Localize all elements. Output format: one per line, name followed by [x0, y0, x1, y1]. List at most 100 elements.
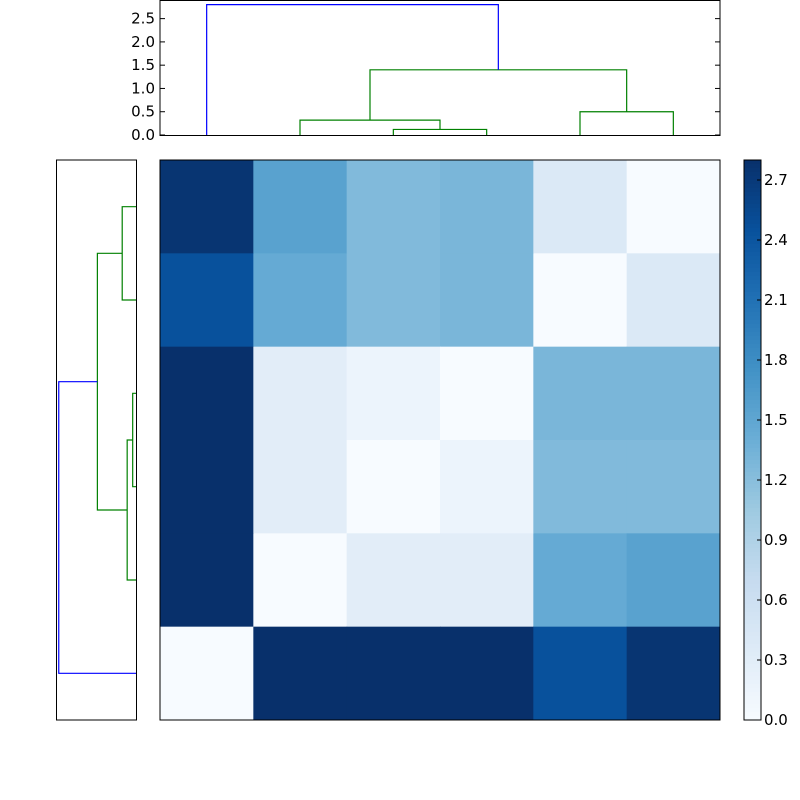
colorbar-segment: [744, 236, 761, 241]
colorbar-segment: [744, 376, 761, 381]
heatmap-cell: [346, 253, 441, 348]
colorbar-segment: [744, 680, 761, 685]
colorbar-segment: [744, 408, 761, 413]
colorbar-tick-label: 2.1: [764, 291, 788, 309]
colorbar-segment: [744, 508, 761, 513]
colorbar-segment: [744, 532, 761, 537]
colorbar-segment: [744, 292, 761, 297]
colorbar-segment: [744, 256, 761, 261]
colorbar-segment: [744, 192, 761, 197]
heatmap-cell: [346, 626, 441, 721]
colorbar-segment: [744, 712, 761, 717]
colorbar-segment: [744, 644, 761, 649]
colorbar-segment: [744, 500, 761, 505]
heatmap-cell: [533, 160, 628, 254]
colorbar: 0.0 0.3 0.6 0.9 1.2 1.5 1.8 2.1 2.4 2.7: [743, 159, 788, 729]
colorbar-segment: [744, 456, 761, 461]
heatmap-cell: [533, 346, 628, 441]
colorbar-segment: [744, 568, 761, 573]
heatmap-cell: [160, 160, 254, 254]
colorbar-segment: [744, 340, 761, 345]
colorbar-segment: [744, 688, 761, 693]
colorbar-segment: [744, 488, 761, 493]
heatmap-cell: [346, 160, 441, 254]
colorbar-segment: [744, 316, 761, 321]
colorbar-segment: [744, 588, 761, 593]
colorbar-segment: [744, 280, 761, 285]
colorbar-frame: [743, 159, 762, 721]
colorbar-segment: [744, 580, 761, 585]
colorbar-segment: [744, 448, 761, 453]
heatmap-cell: [346, 346, 441, 441]
colorbar-segment: [744, 520, 761, 525]
dendrogram-link: [206, 4, 499, 135]
colorbar-tick-label: 2.7: [764, 171, 788, 189]
colorbar-segment: [744, 436, 761, 441]
dendrogram-link: [58, 381, 136, 674]
heatmap-cell: [160, 440, 254, 534]
colorbar-segment: [744, 344, 761, 349]
heatmap-cell: [440, 253, 534, 348]
colorbar-segment: [744, 604, 761, 609]
colorbar-tick-label: 0.3: [764, 651, 788, 669]
y-tick-label: 1.0: [131, 79, 155, 97]
y-tick-label: 2.0: [131, 33, 155, 51]
colorbar-segment: [744, 368, 761, 373]
heatmap-cell: [346, 533, 441, 628]
colorbar-segment: [744, 240, 761, 245]
colorbar-segment: [744, 364, 761, 369]
colorbar-segment: [744, 692, 761, 697]
colorbar-segment: [744, 404, 761, 409]
colorbar-segment: [744, 524, 761, 529]
heatmap-frame: [159, 159, 721, 721]
colorbar-segment: [744, 544, 761, 549]
colorbar-segment: [744, 200, 761, 205]
dendrogram-link: [126, 439, 136, 581]
colorbar-segment: [744, 504, 761, 509]
y-tick-label: 0.0: [131, 126, 155, 144]
colorbar-tick-label: 0.9: [764, 531, 788, 549]
colorbar-segment: [744, 388, 761, 393]
colorbar-segment: [744, 360, 761, 365]
heatmap-cell: [160, 626, 254, 721]
dendrogram-link: [369, 69, 628, 121]
colorbar-segment: [744, 556, 761, 561]
heatmap-cell: [440, 160, 534, 254]
colorbar-segment: [744, 372, 761, 377]
dendrogram-link: [121, 206, 136, 301]
colorbar-segment: [744, 320, 761, 325]
colorbar-segment: [744, 416, 761, 421]
y-tick-label: 1.5: [131, 56, 155, 74]
colorbar-segment: [744, 584, 761, 589]
heatmap-cell: [160, 533, 254, 628]
colorbar-segment: [744, 484, 761, 489]
colorbar-segment: [744, 632, 761, 637]
colorbar-segment: [744, 564, 761, 569]
heatmap-cell: [626, 626, 721, 721]
colorbar-segment: [744, 660, 761, 665]
colorbar-segment: [744, 424, 761, 429]
colorbar-segment: [744, 304, 761, 309]
heatmap-cell: [533, 440, 628, 534]
heatmap-cell: [440, 346, 534, 441]
heatmap-cell: [533, 626, 628, 721]
colorbar-segment: [744, 476, 761, 481]
colorbar-segment: [744, 412, 761, 417]
colorbar-segment: [744, 276, 761, 281]
colorbar-segment: [744, 592, 761, 597]
colorbar-segment: [744, 324, 761, 329]
colorbar-segment: [744, 164, 761, 169]
top-dendrogram: 0.0 0.5 1.0 1.5 2.0 2.5: [131, 0, 721, 144]
colorbar-segment: [744, 560, 761, 565]
colorbar-segment: [744, 288, 761, 293]
colorbar-segment: [744, 656, 761, 661]
colorbar-segment: [744, 204, 761, 209]
colorbar-segment: [744, 652, 761, 657]
colorbar-segment: [744, 648, 761, 653]
y-tick-label: 2.5: [131, 10, 155, 28]
heatmap-cell: [253, 253, 348, 348]
colorbar-tick-label: 0.0: [764, 711, 788, 729]
colorbar-segment: [744, 248, 761, 253]
colorbar-segment: [744, 608, 761, 613]
colorbar-segment: [744, 492, 761, 497]
